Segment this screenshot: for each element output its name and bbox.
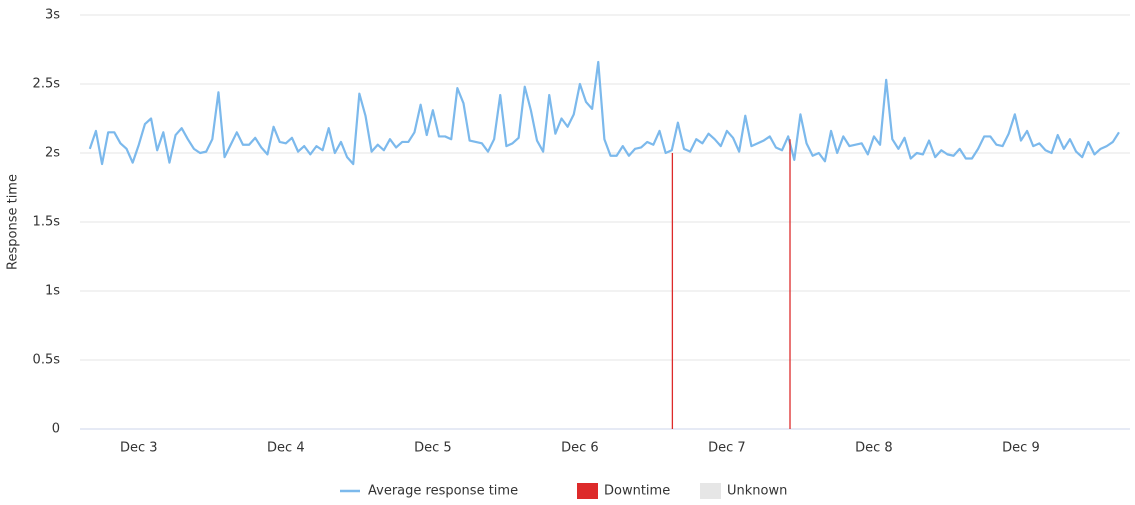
legend-label: Average response time [368, 484, 518, 499]
y-tick-label: 1s [45, 284, 60, 299]
x-tick-label: Dec 7 [708, 441, 746, 456]
x-tick-label: Dec 6 [561, 441, 599, 456]
legend-swatch [577, 483, 598, 499]
x-tick-label: Dec 5 [414, 441, 452, 456]
y-tick-label: 2.5s [33, 77, 61, 92]
x-tick-label: Dec 4 [267, 441, 305, 456]
y-tick-label: 0.5s [33, 353, 61, 368]
x-tick-label: Dec 8 [855, 441, 893, 456]
y-tick-label: 1.5s [33, 215, 61, 230]
x-tick-label: Dec 9 [1002, 441, 1040, 456]
y-axis-label: Response time [6, 174, 21, 270]
line-series [88, 60, 1120, 166]
legend-label: Unknown [727, 484, 787, 499]
legend-swatch [700, 483, 721, 499]
y-tick-label: 0 [52, 422, 60, 437]
legend-label: Downtime [604, 484, 670, 499]
x-tick-label: Dec 3 [120, 441, 158, 456]
y-tick-label: 3s [45, 8, 60, 23]
y-tick-label: 2s [45, 146, 60, 161]
